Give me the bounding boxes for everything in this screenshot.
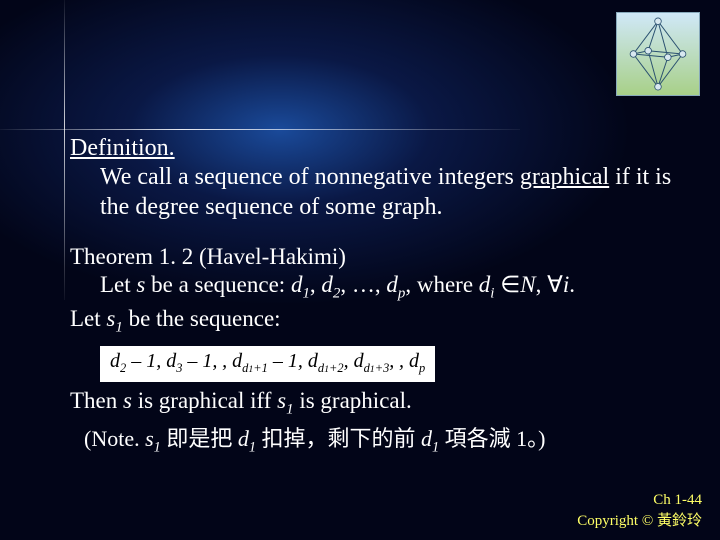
- definition-text-1: We call a sequence of nonnegative intege…: [100, 164, 520, 190]
- note-s1: s1: [145, 426, 161, 451]
- theorem-block: Theorem 1. 2 (Havel-Hakimi) Let s be a s…: [70, 244, 680, 456]
- where-text: , where: [405, 272, 478, 297]
- set-N: N: [520, 272, 535, 297]
- octahedron-thumbnail: [616, 12, 700, 96]
- lens-flare-horizontal: [0, 129, 520, 130]
- conclusion-line: Then s is graphical iff s1 is graphical.: [70, 388, 680, 419]
- iff-text: is graphical iff: [132, 388, 277, 413]
- be-seq-text: be a sequence:: [145, 272, 291, 297]
- note-open: (Note.: [84, 426, 145, 451]
- slide-footer: Ch 1-44 Copyright © 黃鈴玲: [577, 492, 702, 530]
- lens-flare-vertical: [64, 0, 65, 300]
- let-s1-pre: Let: [70, 306, 106, 331]
- var-di: di: [479, 272, 495, 297]
- octahedron-icon: [617, 13, 699, 95]
- note-line: (Note. s1 即是把 d1 扣掉，剩下的前 d1 項各減 1。): [84, 421, 680, 456]
- note-mid1: 即是把: [161, 426, 238, 451]
- note-mid2: 扣掉，剩下的前: [256, 426, 421, 451]
- note-d1b: d1: [421, 426, 439, 451]
- graphical-emph: graphical: [520, 164, 609, 190]
- concl-s: s: [123, 388, 132, 413]
- slide-content: Definition. We call a sequence of nonneg…: [70, 135, 680, 456]
- then-text: Then: [70, 388, 123, 413]
- sequence-formula: d2 – 1, d3 – 1, , dd1+1 – 1, dd1+2, dd1+…: [100, 346, 435, 382]
- note-mid3: 項各減 1。): [439, 426, 545, 451]
- var-s1: s1: [106, 306, 122, 331]
- var-d2: d2: [321, 272, 340, 297]
- is-graphical-text: is graphical.: [294, 388, 412, 413]
- copyright-label: Copyright © 黃鈴玲: [577, 509, 702, 530]
- definition-block: Definition. We call a sequence of nonneg…: [70, 135, 680, 222]
- formula-container: d2 – 1, d3 – 1, , dd1+1 – 1, dd1+2, dd1+…: [100, 346, 680, 382]
- definition-heading: Definition.: [70, 135, 680, 162]
- definition-body: We call a sequence of nonnegative intege…: [100, 162, 680, 222]
- var-i: i: [563, 272, 569, 297]
- theorem-heading: Theorem 1. 2 (Havel-Hakimi): [70, 244, 680, 270]
- theorem-body: Let s be a sequence: d1, d2, …, dp, wher…: [100, 270, 680, 304]
- var-d1: d1: [291, 272, 310, 297]
- let-s1-line: Let s1 be the sequence:: [70, 304, 680, 338]
- chapter-label: Ch 1-44: [577, 492, 702, 509]
- var-dp: dp: [386, 272, 405, 297]
- note-d1: d1: [238, 426, 256, 451]
- let-s1-post: be the sequence:: [123, 306, 281, 331]
- concl-s1: s1: [277, 388, 293, 413]
- let-text: Let: [100, 272, 136, 297]
